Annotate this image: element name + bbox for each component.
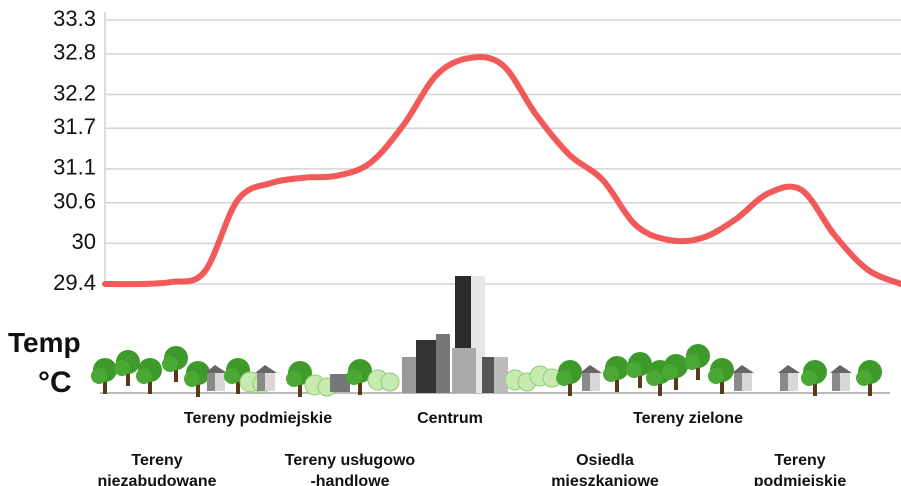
temperature-line — [105, 57, 901, 284]
building — [436, 334, 450, 393]
building — [482, 357, 494, 393]
tree — [162, 346, 188, 382]
y-tick-label: 30 — [72, 229, 96, 254]
zone-label: Tereny podmiejskie — [184, 410, 332, 427]
tree — [662, 354, 688, 390]
tree — [91, 358, 117, 394]
zone-label: Tereny usługowo — [285, 452, 416, 469]
zone-label: Centrum — [417, 410, 483, 427]
y-tick-label: 32.8 — [53, 40, 96, 65]
tree — [556, 360, 582, 396]
annotations: Tereny podmiejskie Centrum Tereny zielone T… — [97, 410, 846, 486]
y-axis-label: Temp — [8, 327, 81, 358]
house — [255, 365, 277, 391]
tree — [684, 344, 710, 380]
zone-label: -handlowe — [310, 473, 389, 486]
zone-label: Tereny — [131, 452, 182, 469]
house — [580, 365, 602, 391]
building — [452, 348, 476, 393]
zone-label: Tereny — [774, 452, 825, 469]
tree — [801, 360, 827, 396]
zone-label: niezabudowane — [97, 473, 216, 486]
house — [778, 365, 800, 391]
y-tick-label: 33.3 — [53, 6, 96, 31]
y-tick-label: 31.1 — [53, 155, 96, 180]
zone-label: mieszkaniowe — [551, 473, 659, 486]
zone-label: Tereny zielone — [633, 410, 743, 427]
house — [732, 365, 754, 391]
tree — [114, 350, 140, 386]
tree — [603, 356, 629, 392]
tree — [708, 358, 734, 394]
y-axis-label: °C — [38, 366, 72, 399]
house — [830, 365, 852, 391]
zone-label: Osiedla — [576, 452, 634, 469]
grid — [105, 12, 901, 284]
y-tick-label: 32.2 — [53, 80, 96, 105]
tree — [184, 361, 210, 397]
building — [402, 357, 416, 393]
y-tick-label: 31.7 — [53, 114, 96, 139]
y-tick-label: 29.4 — [53, 270, 96, 295]
chart: Temp °C Tereny podmiejskieCentrumTereny … — [0, 0, 901, 486]
building — [416, 340, 436, 393]
bush — [368, 370, 399, 391]
y-tick-label: 30.6 — [53, 189, 96, 214]
zone-label: podmiejskie — [754, 473, 847, 486]
landscape — [91, 276, 890, 397]
tree — [856, 360, 882, 396]
